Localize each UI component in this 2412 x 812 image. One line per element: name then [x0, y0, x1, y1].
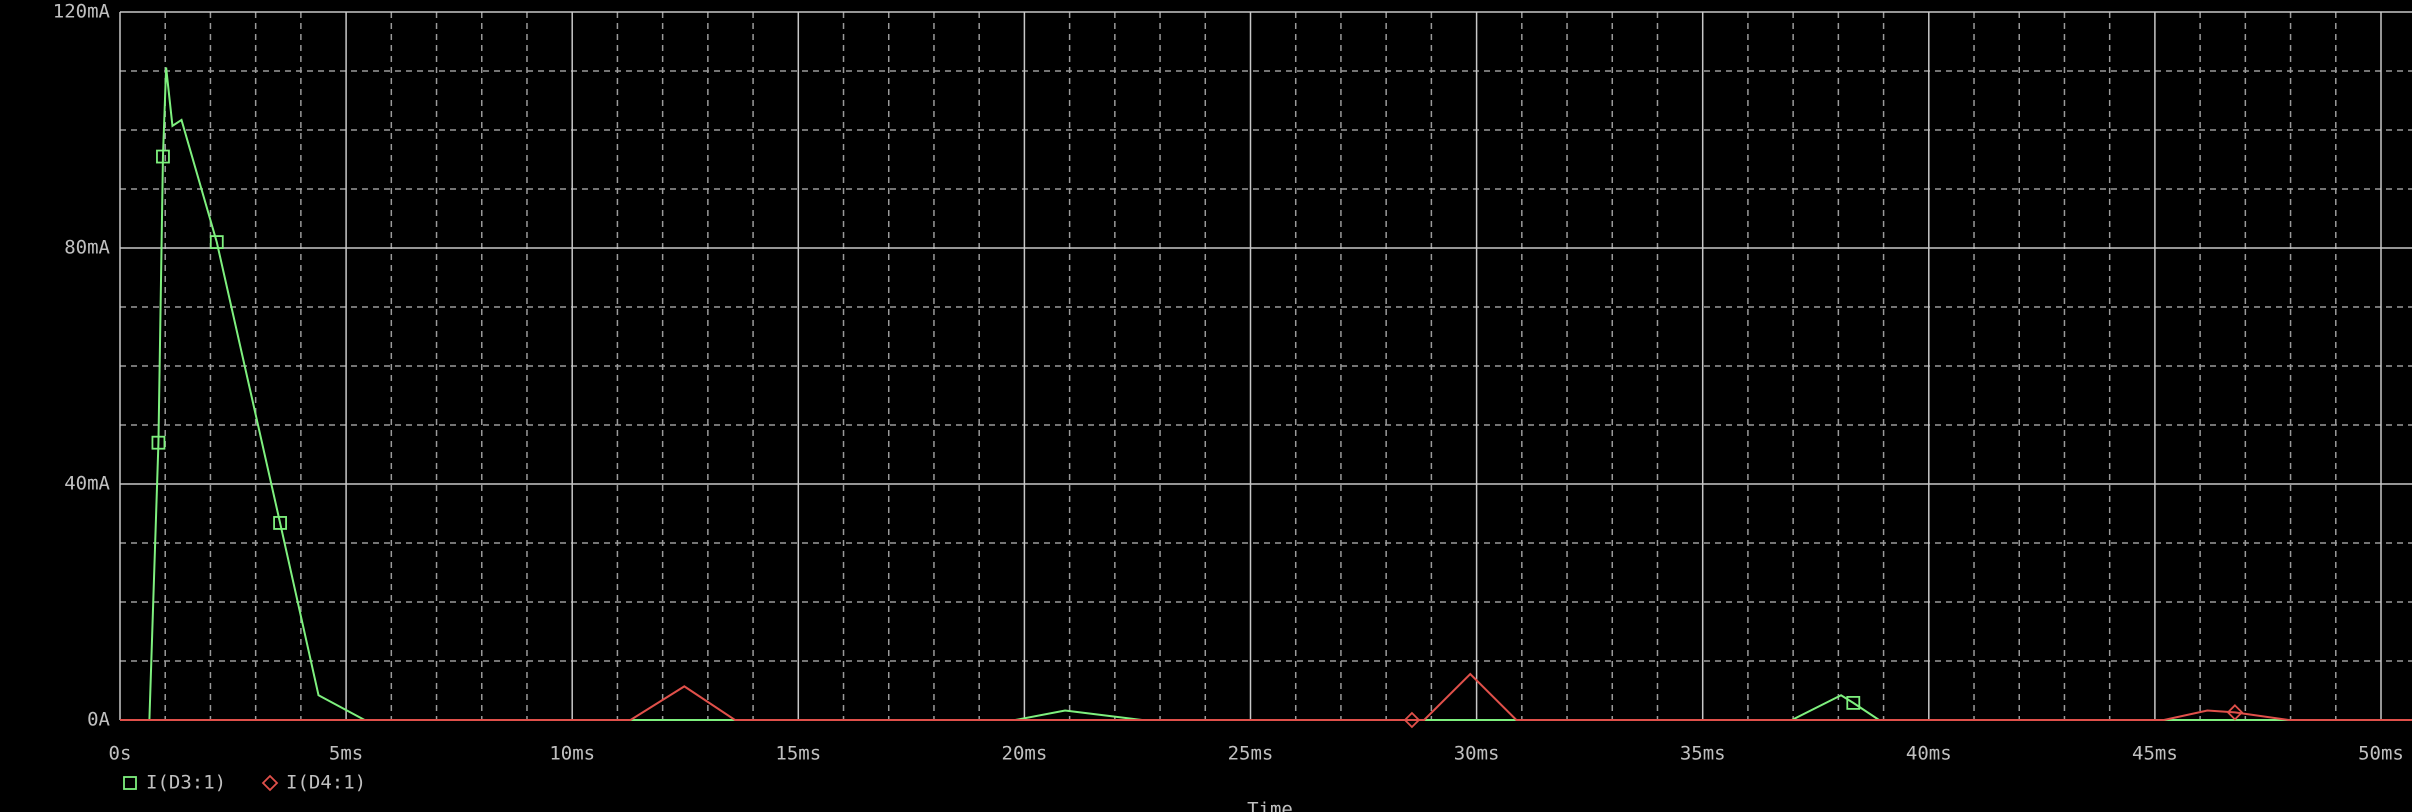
y-tick-label: 40mA — [64, 473, 110, 495]
x-tick-label: 35ms — [1680, 743, 1726, 765]
x-tick-label: 20ms — [1002, 743, 1048, 765]
series-marker — [273, 516, 287, 530]
series-marker — [209, 235, 224, 250]
y-tick-label: 80mA — [64, 237, 110, 259]
series-line — [120, 672, 2412, 721]
legend-symbol — [123, 776, 137, 790]
legend-label: I(D3:1) — [146, 772, 226, 794]
legend-symbol — [261, 774, 279, 792]
series-marker — [156, 149, 170, 164]
y-tick-label: 120mA — [53, 1, 111, 23]
legend-label: I(D4:1) — [286, 772, 366, 794]
x-axis-label: Time — [1247, 799, 1293, 812]
x-tick-label: 50ms — [2358, 743, 2404, 765]
x-tick-label: 30ms — [1454, 743, 1500, 765]
x-tick-label: 40ms — [1906, 743, 1952, 765]
x-tick-label: 0s — [109, 743, 132, 765]
x-tick-label: 10ms — [549, 743, 595, 765]
series-marker — [1846, 695, 1861, 710]
series-marker — [151, 435, 166, 450]
x-tick-label: 15ms — [775, 743, 821, 765]
series-marker — [2226, 704, 2244, 721]
x-tick-label: 5ms — [329, 743, 363, 765]
series-marker — [1403, 711, 1421, 729]
y-tick-label: 0A — [87, 709, 110, 731]
x-tick-label: 45ms — [2132, 743, 2178, 765]
series-line — [120, 67, 2412, 721]
x-tick-label: 25ms — [1228, 743, 1274, 765]
